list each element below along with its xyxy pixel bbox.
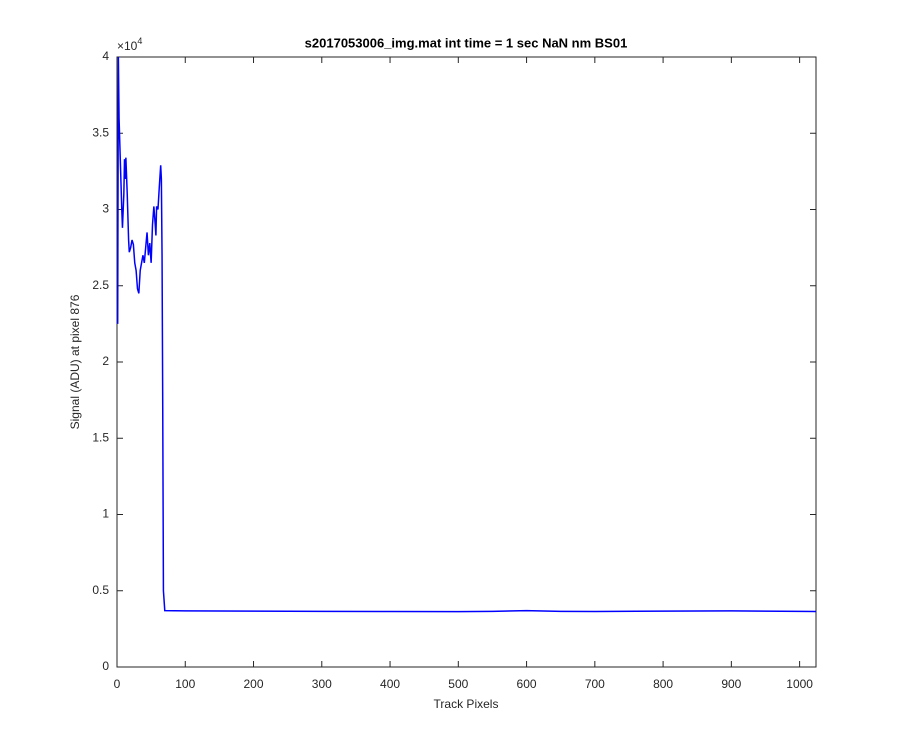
x-tick-label: 0 xyxy=(114,677,121,691)
x-tick-label: 700 xyxy=(585,677,605,691)
y-tick-label: 1 xyxy=(102,507,109,521)
line xyxy=(116,56,817,613)
x-axis-label: Track Pixels xyxy=(434,697,499,711)
y-tick-label: 0.5 xyxy=(92,583,109,597)
x-tick-label: 600 xyxy=(517,677,537,691)
y-tick-label: 3.5 xyxy=(92,125,109,139)
x-tick-label: 400 xyxy=(380,677,400,691)
y-axis-label: Signal (ADU) at pixel 876 xyxy=(68,294,82,429)
y-tick-label: 3 xyxy=(102,202,109,216)
y-multiplier-base: ×10 xyxy=(117,39,138,53)
x-tick-label: 1000 xyxy=(786,677,813,691)
y-tick-label: 0 xyxy=(102,659,109,673)
y-multiplier-exponent: 4 xyxy=(137,36,142,46)
chart-title: s2017053006_img.mat int time = 1 sec NaN… xyxy=(305,35,628,50)
x-tick-label: 900 xyxy=(721,677,741,691)
x-tick-label: 100 xyxy=(175,677,195,691)
x-tick-label: 800 xyxy=(653,677,673,691)
y-tick-label: 2.5 xyxy=(92,278,109,292)
y-tick-label: 2 xyxy=(102,354,109,368)
y-tick-label: 4 xyxy=(102,49,109,63)
x-tick-label: 300 xyxy=(312,677,332,691)
x-tick-label: 200 xyxy=(244,677,264,691)
y-tick-label: 1.5 xyxy=(92,430,109,444)
axes-box xyxy=(116,56,817,668)
y-multiplier: ×104 xyxy=(117,36,142,53)
x-tick-label: 500 xyxy=(448,677,468,691)
